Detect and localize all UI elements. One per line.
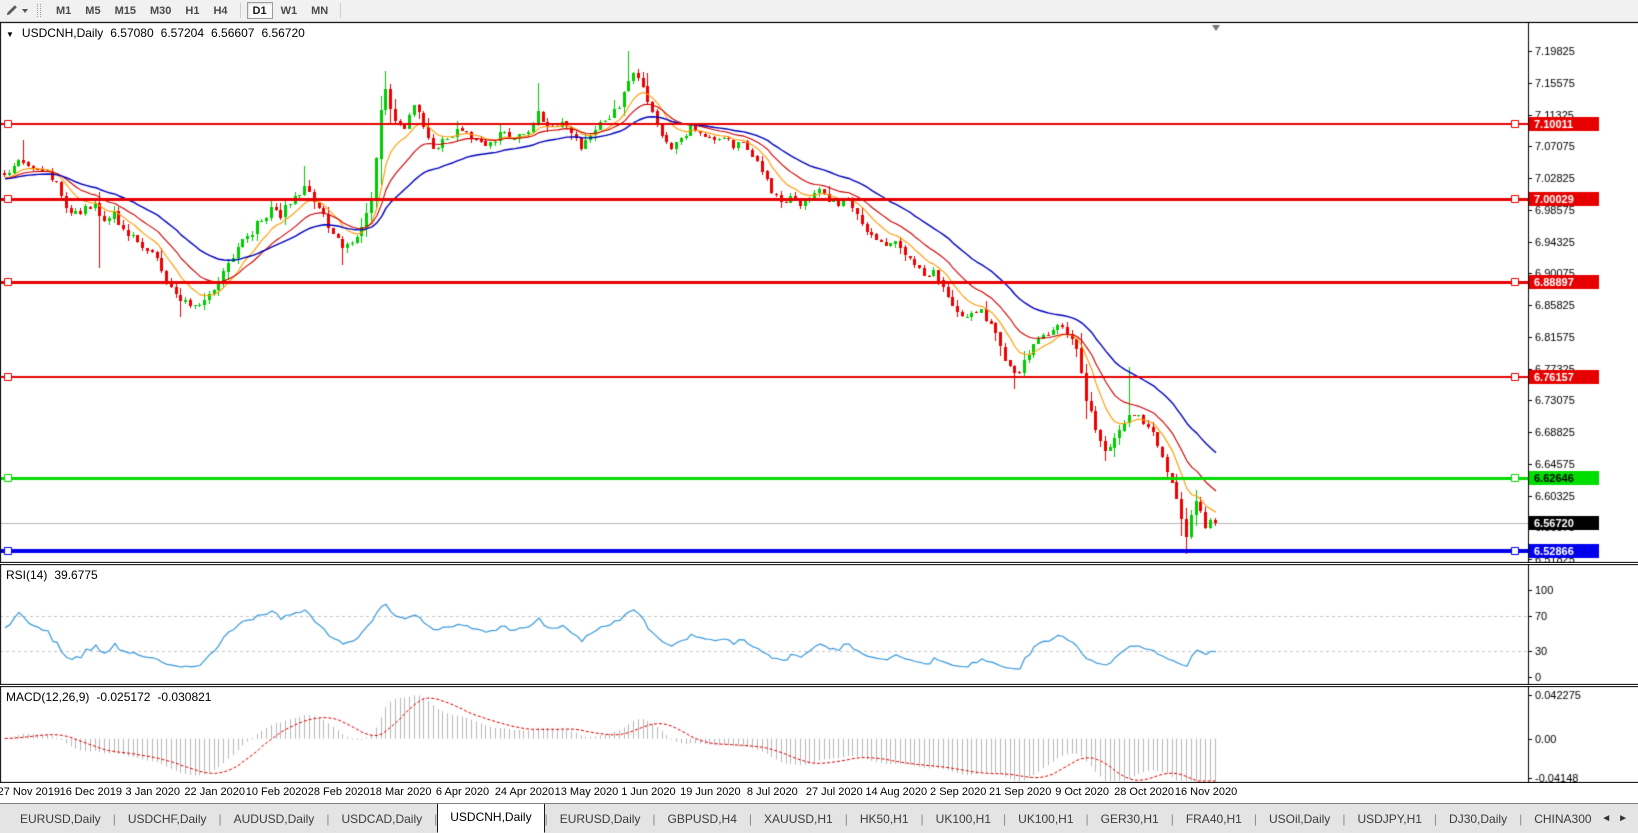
tab-separator: | [844, 811, 848, 826]
ohlc-close-value: 6.56720 [261, 26, 305, 40]
date-label: 1 Jun 2020 [621, 786, 676, 798]
tab-scroll-right-icon[interactable]: ► [1618, 813, 1628, 824]
toolbar-separator [340, 3, 342, 18]
bottom-tab-eurusd-daily[interactable]: EURUSD,Daily [20, 811, 101, 826]
rsi-chart-canvas[interactable] [0, 564, 1638, 685]
dropdown-caret-icon [22, 8, 28, 13]
tab-separator: | [544, 811, 548, 826]
date-label: 16 Dec 2019 [59, 786, 122, 798]
bottom-tab-dj30-daily[interactable]: DJ30,Daily [1449, 811, 1508, 826]
date-label: 16 Nov 2020 [1174, 786, 1238, 798]
tab-separator: | [434, 811, 438, 826]
bottom-tab-usdcnh-daily[interactable]: USDCNH,Daily [437, 804, 545, 833]
timeframe-button-m30[interactable]: M30 [149, 5, 172, 17]
bottom-tab-eurusd-daily[interactable]: EURUSD,Daily [559, 811, 641, 826]
chart-tab-bar: EURUSD,Daily | USDCHF,Daily | AUDUSD,Daily | U… [0, 803, 1638, 833]
date-label: 21 Sep 2020 [988, 786, 1052, 798]
toolbar-separator [239, 3, 241, 18]
bottom-tab-china300-h1[interactable]: CHINA300,H1 [1534, 811, 1592, 826]
collapse-indicator-icon[interactable]: ▼ [6, 30, 14, 39]
tab-separator: | [1433, 811, 1438, 826]
tab-separator: | [326, 811, 330, 826]
macd-signal-value: -0.030821 [157, 690, 212, 704]
bottom-tab-hk50-h1[interactable]: HK50,H1 [859, 811, 909, 826]
chart-symbol-label: USDCNH,Daily [21, 26, 104, 40]
bottom-tab-gbpusd-h4[interactable]: GBPUSD,H4 [667, 811, 737, 826]
date-label: 2 Sep 2020 [930, 786, 987, 798]
bottom-tab-uk100-h1[interactable]: UK100,H1 [935, 811, 992, 826]
macd-main-value: -0.025172 [96, 690, 151, 704]
timeframe-button-m15[interactable]: M15 [114, 5, 136, 17]
date-label: 27 Jul 2020 [805, 786, 863, 798]
timeframe-button-m1[interactable]: M1 [56, 5, 72, 17]
date-label: 19 Jun 2020 [680, 786, 741, 798]
tab-separator: | [1003, 811, 1007, 826]
bottom-tab-xauusd-h1[interactable]: XAUUSD,H1 [764, 811, 833, 826]
tab-scroll-left-icon[interactable]: ◄ [1601, 813, 1612, 824]
toolbar: M1 M5 M15 M30 H1 H4 D1 W1 MN [0, 0, 1638, 22]
tab-separator: | [218, 811, 222, 826]
rsi-label: RSI(14) 39.6775 [6, 568, 98, 582]
timeframe-button-group: M1 M5 M15 M30 H1 H4 D1 W1 MN [49, 0, 346, 21]
date-label: 28 Oct 2020 [1114, 786, 1175, 798]
chart-header: ▼ USDCNH,Daily 6.57080 6.57204 6.56607 6… [6, 26, 305, 40]
toolbar-grip-handle[interactable] [37, 4, 41, 17]
tab-separator: | [112, 811, 116, 826]
tab-separator: | [1085, 811, 1089, 826]
ohlc-open-value: 6.57080 [110, 26, 154, 40]
bottom-tab-audusd-daily[interactable]: AUDUSD,Daily [233, 811, 315, 826]
bottom-tab-uk100-h1[interactable]: UK100,H1 [1018, 811, 1074, 826]
date-label: 18 Mar 2020 [369, 786, 432, 798]
bottom-tab-usdchf-daily[interactable]: USDCHF,Daily [127, 811, 207, 826]
pencil-icon [6, 5, 17, 16]
chart-tabs: EURUSD,Daily | USDCHF,Daily | AUDUSD,Daily | U… [8, 804, 1591, 833]
macd-chart-canvas[interactable] [0, 686, 1638, 783]
timeframe-button-w1[interactable]: W1 [280, 5, 298, 17]
bottom-tab-usdcad-daily[interactable]: USDCAD,Daily [341, 811, 423, 826]
tab-separator: | [1170, 811, 1174, 826]
date-label: 27 Nov 2019 [0, 786, 61, 798]
date-label: 3 Jan 2020 [125, 786, 180, 798]
timeframe-button-h1[interactable]: H1 [185, 5, 200, 17]
timeframe-button-h4[interactable]: H4 [213, 5, 228, 17]
rsi-indicator-panel: RSI(14) 39.6775 [0, 564, 1638, 685]
date-label: 9 Oct 2020 [1055, 786, 1110, 798]
date-label: 24 Apr 2020 [494, 786, 555, 798]
date-label: 8 Jul 2020 [746, 786, 798, 798]
tab-separator: | [1342, 811, 1346, 826]
bottom-tab-fra40-h1[interactable]: FRA40,H1 [1185, 811, 1242, 826]
timeframe-button-mn[interactable]: MN [311, 5, 329, 17]
macd-label: MACD(12,26,9) -0.025172 -0.030821 [6, 690, 211, 704]
macd-indicator-panel: MACD(12,26,9) -0.025172 -0.030821 [0, 686, 1638, 783]
date-label: 28 Feb 2020 [307, 786, 370, 798]
bottom-tab-usdjpy-h1[interactable]: USDJPY,H1 [1357, 811, 1422, 826]
tab-separator: | [920, 811, 924, 826]
bottom-tab-usoil-daily[interactable]: USOil,Daily [1268, 811, 1331, 826]
tab-separator: | [748, 811, 753, 826]
tab-separator: | [1519, 811, 1523, 826]
date-label: 22 Jan 2020 [184, 786, 245, 798]
ohlc-high-value: 6.57204 [160, 26, 205, 40]
timeframe-button-d1[interactable]: D1 [246, 2, 273, 19]
rsi-value: 39.6775 [54, 568, 98, 582]
draw-tool-button[interactable] [0, 2, 33, 20]
tab-separator: | [652, 811, 656, 826]
time-axis[interactable]: 27 Nov 2019 16 Dec 2019 3 Jan 2020 22 Jan 2… [0, 783, 1638, 803]
date-label: 13 May 2020 [554, 786, 619, 798]
macd-name: MACD(12,26,9) [6, 690, 90, 704]
date-label: 10 Feb 2020 [245, 786, 308, 798]
date-label: 6 Apr 2020 [435, 786, 490, 798]
tab-scroll-arrows: ◄ ► [1591, 813, 1638, 824]
ohlc-low-value: 6.56607 [211, 26, 255, 40]
price-chart-panel: ▼ USDCNH,Daily 6.57080 6.57204 6.56607 6… [0, 22, 1638, 563]
timeframe-button-m5[interactable]: M5 [85, 5, 101, 17]
rsi-name: RSI(14) [6, 568, 48, 582]
candlestick-chart-canvas[interactable] [0, 22, 1638, 563]
date-label: 14 Aug 2020 [865, 786, 928, 798]
bottom-tab-ger30-h1[interactable]: GER30,H1 [1100, 811, 1159, 826]
tab-separator: | [1253, 811, 1257, 826]
